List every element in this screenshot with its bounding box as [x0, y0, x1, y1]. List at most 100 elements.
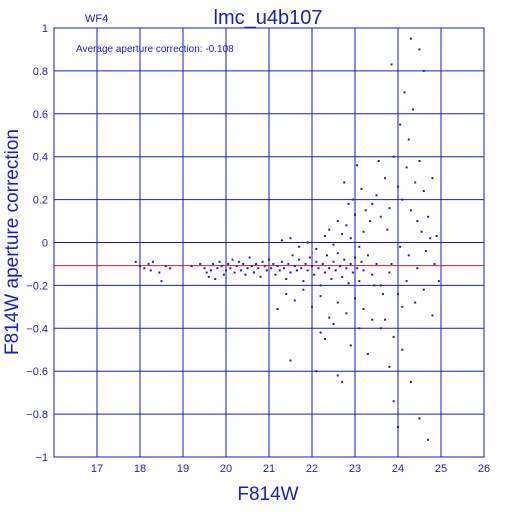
data-point: [248, 256, 251, 259]
data-point: [261, 260, 264, 263]
data-point: [265, 269, 268, 272]
data-point: [399, 245, 402, 248]
x-tick-labels: 17 18 19 20 21 22 23 24 25 26: [91, 463, 490, 475]
data-point: [190, 265, 193, 268]
y-tick-label: 0.6: [33, 109, 48, 121]
data-point: [225, 269, 227, 272]
data-point: [250, 265, 253, 268]
data-point: [214, 277, 217, 280]
data-point: [364, 209, 367, 212]
data-point: [319, 284, 322, 287]
data-point: [220, 265, 223, 268]
data-point: [409, 209, 412, 212]
data-point: [203, 267, 206, 270]
data-point: [347, 282, 350, 285]
data-points: [134, 37, 440, 441]
data-point: [381, 292, 384, 295]
data-point: [354, 297, 356, 300]
x-tick-label: 25: [435, 463, 447, 475]
data-point: [334, 269, 337, 272]
data-point: [231, 258, 234, 261]
data-point: [360, 260, 363, 263]
data-point: [371, 202, 374, 205]
data-point: [362, 230, 365, 233]
x-tick-label: 20: [220, 463, 232, 475]
x-tick-label: 21: [263, 463, 275, 475]
y-tick-label: 0.2: [33, 195, 48, 207]
data-point: [319, 295, 322, 298]
data-point: [354, 213, 356, 216]
data-point: [143, 267, 146, 270]
data-point: [386, 228, 389, 231]
data-point: [212, 262, 215, 265]
data-point: [216, 267, 219, 270]
data-point: [315, 247, 318, 250]
data-point: [403, 91, 406, 94]
data-point: [300, 267, 303, 270]
grid-lines: [54, 27, 485, 458]
data-point: [360, 187, 363, 190]
data-point: [414, 301, 417, 304]
data-point: [276, 265, 279, 268]
x-tick-label: 18: [134, 463, 146, 475]
data-point: [377, 159, 380, 162]
data-point: [244, 273, 247, 276]
data-point: [397, 425, 399, 428]
data-point: [289, 271, 292, 274]
y-tick-label: 0.4: [33, 152, 48, 164]
data-point: [295, 269, 298, 272]
data-point: [205, 271, 208, 274]
data-point: [315, 260, 318, 263]
data-point: [326, 254, 329, 257]
x-tick-label: 17: [91, 463, 103, 475]
data-point: [169, 267, 172, 270]
data-point: [358, 327, 361, 330]
data-point: [416, 220, 419, 223]
data-point: [270, 267, 273, 270]
data-point: [293, 265, 296, 268]
data-point: [289, 237, 292, 240]
annotation-average: Average aperture correction: -0.108: [76, 44, 234, 55]
data-point: [336, 252, 339, 255]
data-point: [293, 299, 296, 302]
data-point: [351, 198, 354, 201]
data-point: [341, 380, 344, 383]
data-point: [257, 267, 260, 270]
data-point: [302, 288, 305, 291]
data-point: [315, 370, 318, 373]
data-point: [399, 123, 402, 126]
data-point: [379, 215, 382, 218]
data-point: [274, 273, 277, 276]
data-point: [358, 245, 361, 248]
data-point: [412, 108, 415, 111]
data-point: [336, 301, 339, 304]
data-point: [237, 260, 240, 263]
data-point: [328, 228, 331, 231]
data-point: [384, 318, 387, 321]
data-point: [369, 220, 372, 223]
data-point: [358, 280, 361, 283]
data-point: [317, 267, 320, 270]
y-tick-labels: −1 −0.8 −0.6 −0.4 −0.2 0 0.2 0.4 0.6 0.8 1: [26, 23, 48, 464]
data-point: [349, 237, 352, 240]
data-point: [311, 305, 313, 308]
data-point: [160, 280, 163, 283]
data-point: [263, 265, 266, 268]
data-point: [278, 269, 281, 272]
data-point: [416, 267, 419, 270]
data-point: [366, 254, 369, 257]
data-point: [164, 265, 167, 268]
data-point: [246, 267, 249, 270]
data-point: [227, 262, 230, 265]
data-point: [414, 181, 417, 184]
data-point: [336, 374, 339, 377]
data-point: [379, 327, 382, 330]
data-point: [388, 271, 391, 274]
y-tick-label: −1: [35, 452, 48, 464]
data-point: [422, 190, 425, 193]
data-point: [218, 260, 221, 263]
data-point: [418, 417, 421, 420]
data-point: [349, 262, 352, 265]
data-point: [306, 269, 309, 272]
y-tick-label: −0.2: [26, 280, 48, 292]
